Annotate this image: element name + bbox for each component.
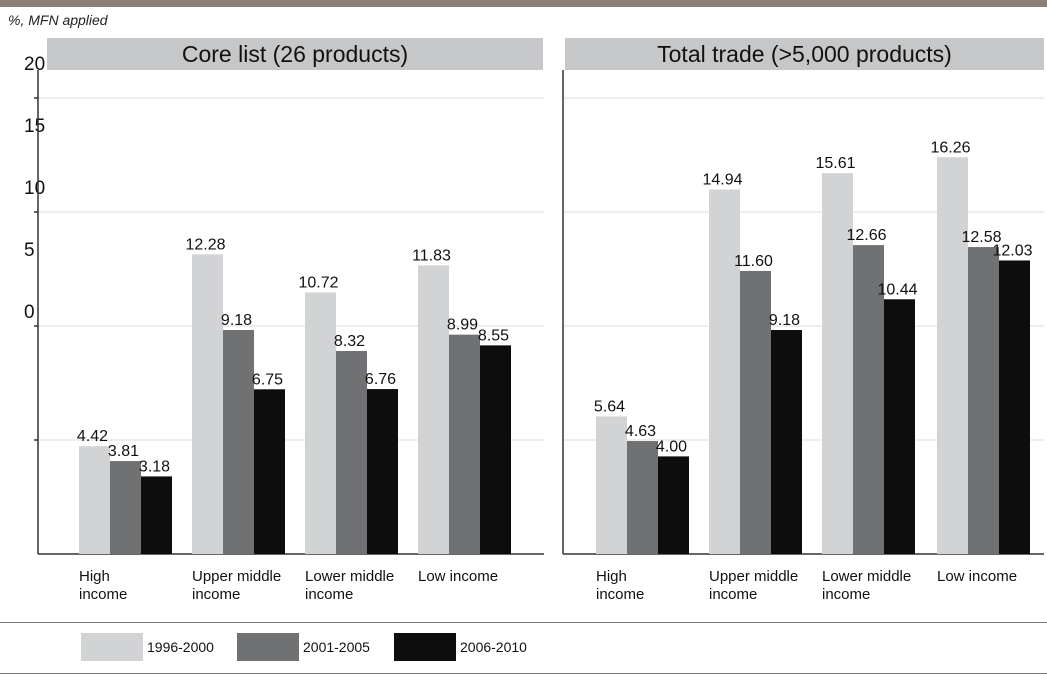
y-tick-label-10: 10 [24,178,46,199]
legend-item-2006-2010: 2006-2010 [394,633,527,661]
core-list-bar-1-2006-2010 [141,476,172,554]
core-list-value-label-1-2001-2005: 3.81 [108,443,139,460]
total-trade-bar-4-2006-2010 [999,260,1030,554]
legend-item-2001-2005: 2001-2005 [237,633,370,661]
total-trade-bar-3-1996-2000 [822,173,853,554]
core-list-value-label-4-2006-2010: 8.55 [478,327,509,344]
core-list-bar-3-2001-2005 [336,350,367,554]
total-trade-category-label-4: Low income [937,568,1017,586]
legend-top-rule [0,622,1047,623]
core-list-bar-2-2001-2005 [223,330,254,554]
total-trade-bar-3-2006-2010 [884,299,915,554]
y-tick-label-15: 15 [24,116,46,137]
core-list-bar-3-2006-2010 [367,389,398,554]
core-list-value-label-4-2001-2005: 8.99 [447,317,478,334]
y-tick-label-20: 20 [24,54,46,75]
core-list-category-label-1-line-1: High [79,568,110,585]
core-list-category-label-2: Upper middle income [192,568,281,604]
legend-swatch-1996-2000 [81,633,143,661]
total-trade-bar-3-2001-2005 [853,245,884,554]
core-list-bar-1-2001-2005 [110,461,141,554]
total-trade-bar-1-1996-2000 [596,416,627,554]
core-list-value-label-1-1996-2000: 4.42 [77,428,108,445]
total-trade-category-label-2-line-1: Upper middle [709,568,799,585]
total-trade-category-label-3-line-1: Lower middle [822,568,912,585]
core-list-category-label-1: High income [79,568,127,604]
total-trade-value-label-2-2006-2010: 9.18 [769,312,800,329]
total-trade-bar-4-1996-2000 [937,157,968,555]
total-trade-value-label-3-2006-2010: 10.44 [877,281,917,298]
core-list-category-label-2-line-1: Upper middle [192,568,282,585]
total-trade-bar-2-2001-2005 [740,270,771,554]
core-list-category-label-1-line-2: income [79,586,128,603]
core-list-value-label-2-1996-2000: 12.28 [185,236,225,253]
core-list-category-label-2-line-2: income [192,586,241,603]
core-list-bar-4-2001-2005 [449,334,480,554]
total-trade-bar-1-2001-2005 [627,441,658,554]
core-list-bar-4-1996-2000 [418,265,449,554]
core-list-value-label-3-2006-2010: 6.76 [365,371,396,388]
total-trade-value-label-3-1996-2000: 15.61 [815,155,855,172]
core-list-bar-4-2006-2010 [480,345,511,554]
total-trade-bar-2-2006-2010 [771,330,802,554]
legend-label-2001-2005: 2001-2005 [303,639,370,655]
y-axis-unit-label: %, MFN applied [8,12,108,28]
core-list-bar-3-1996-2000 [305,292,336,554]
total-trade-category-label-1-line-1: High [596,568,627,585]
total-trade-value-label-1-2006-2010: 4.00 [656,438,687,455]
total-trade-bar-4-2001-2005 [968,247,999,554]
core-list-value-label-2-2001-2005: 9.18 [221,312,252,329]
total-trade-bar-2-1996-2000 [709,189,740,555]
core-list-bar-1-1996-2000 [79,446,110,554]
total-trade-value-label-4-2001-2005: 12.58 [961,229,1001,246]
core-list-title-box [47,38,543,70]
core-list-category-label-3: Lower middle income [305,568,394,604]
total-trade-title-box [565,38,1044,70]
legend-swatch-2001-2005 [237,633,299,661]
core-list-category-label-3-line-2: income [305,586,354,603]
total-trade-category-label-2-line-2: income [709,586,758,603]
legend-item-1996-2000: 1996-2000 [81,633,214,661]
core-list-value-label-2-2006-2010: 6.75 [252,371,283,388]
y-tick-label-0: 0 [24,302,35,323]
total-trade-value-label-3-2001-2005: 12.66 [846,227,886,244]
total-trade-value-label-2-1996-2000: 14.94 [702,171,742,188]
top-rule [0,0,1047,7]
total-trade-title: Total trade (>5,000 products) [657,41,952,67]
core-list-title: Core list (26 products) [182,41,408,67]
core-list-category-label-4: Low income [418,568,498,586]
legend-label-1996-2000: 1996-2000 [147,639,214,655]
core-list-value-label-1-2006-2010: 3.18 [139,458,170,475]
total-trade-value-label-1-2001-2005: 4.63 [625,423,656,440]
total-trade-value-label-4-1996-2000: 16.26 [930,139,970,156]
total-trade-category-label-1-line-2: income [596,586,645,603]
total-trade-value-label-1-1996-2000: 5.64 [594,398,625,415]
total-trade-value-label-2-2001-2005: 11.60 [734,253,773,270]
core-list-category-label-3-line-1: Lower middle [305,568,395,585]
total-trade-category-label-3: Lower middle income [822,568,911,604]
core-list-bar-2-1996-2000 [192,254,223,555]
core-list-bar-2-2006-2010 [254,389,285,554]
core-list-value-label-3-2001-2005: 8.32 [334,333,365,350]
core-list-value-label-4-1996-2000: 11.83 [412,247,451,264]
total-trade-category-label-1: High income [596,568,644,604]
legend-swatch-2006-2010 [394,633,456,661]
legend-label-2006-2010: 2006-2010 [460,639,527,655]
total-trade-category-label-4-line-1: Low income [937,568,1018,585]
core-list-category-label-4-line-1: Low income [418,568,499,585]
legend-bottom-rule [0,673,1047,674]
core-list-value-label-3-1996-2000: 10.72 [298,274,338,291]
total-trade-category-label-2: Upper middle income [709,568,798,604]
y-tick-label-5: 5 [24,240,35,261]
total-trade-category-label-3-line-2: income [822,586,871,603]
total-trade-value-label-4-2006-2010: 12.03 [992,242,1032,259]
total-trade-bar-1-2006-2010 [658,456,689,554]
